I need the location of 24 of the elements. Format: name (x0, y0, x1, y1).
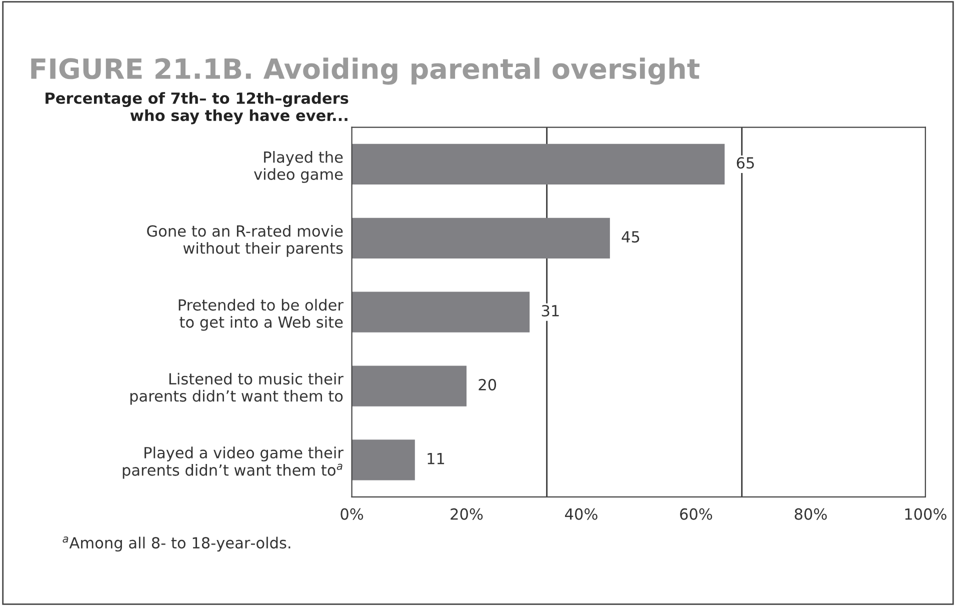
y-tick-label: Gone to an R-rated movie without their parents (147, 224, 343, 257)
y-tick-label: Pretended to be older to get into a Web site (178, 298, 344, 331)
data-label: 65 (736, 157, 754, 169)
x-tick-label: 80% (794, 508, 827, 520)
data-label: 20 (478, 378, 496, 390)
bar (352, 366, 467, 406)
x-tick-label: 40% (565, 508, 598, 520)
x-tick-label: 0% (340, 508, 364, 520)
data-label: 31 (542, 304, 559, 317)
data-label: 45 (622, 231, 640, 243)
x-tick-label: 100% (905, 508, 946, 520)
text: $^{a}$Among all 8- to 18-year-olds. (62, 536, 290, 552)
bar (352, 292, 530, 332)
chart-title: FIGURE 21.1B. Avoiding parental oversight (31, 58, 700, 85)
text: Percentage of 7th– to 12th–graders who say they have ever... (46, 92, 348, 124)
bar (352, 440, 415, 480)
y-tick-label: Played a video game their parents didn’t want them to$^{a}$ (122, 446, 344, 479)
y-tick-label: Played the video game (254, 151, 343, 183)
bar (352, 144, 725, 185)
x-tick-label: 60% (680, 508, 712, 520)
y-tick-label: Listened to music their parents didn’t want them to (130, 372, 344, 405)
data-label: 11 (428, 453, 444, 464)
bar (352, 218, 610, 258)
x-tick-label: 20% (450, 508, 483, 520)
